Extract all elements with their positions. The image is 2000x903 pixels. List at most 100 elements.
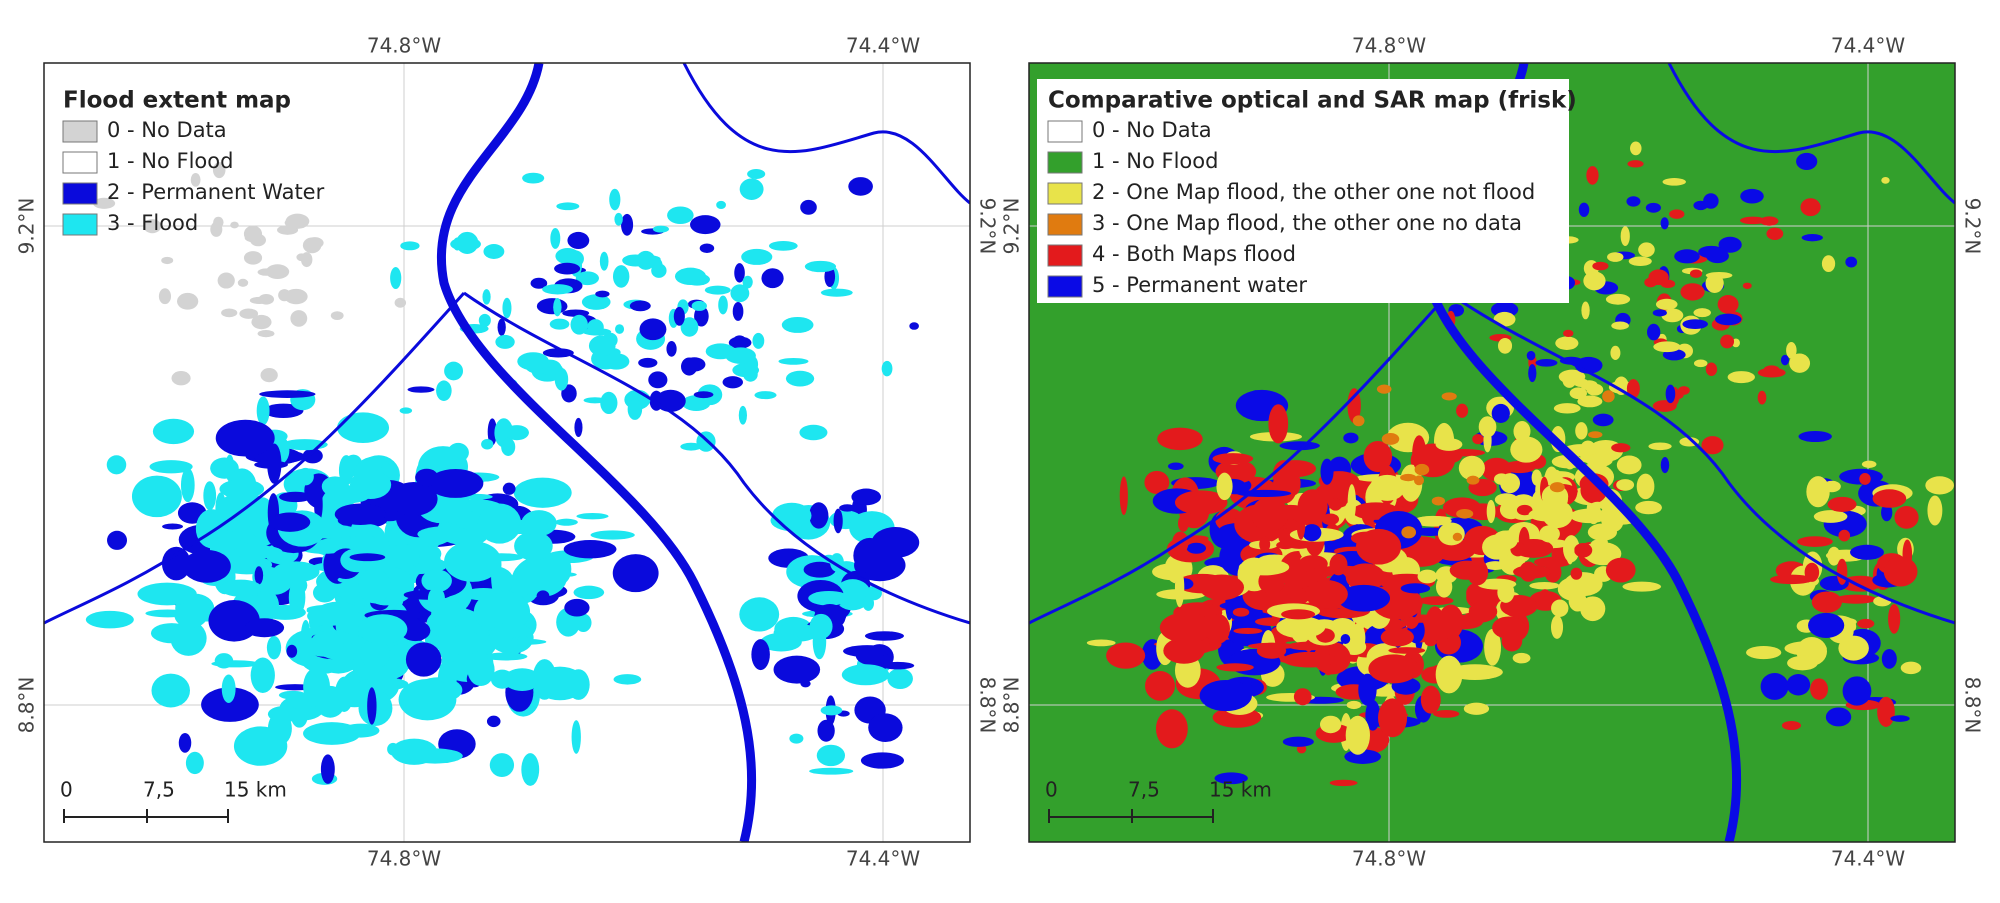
- flood-patch: [804, 260, 837, 273]
- scale-bar-label: 0: [1045, 778, 1058, 802]
- x-coordinate-label: 74.8°W: [367, 34, 442, 58]
- flood-patch: [1529, 581, 1560, 590]
- flood-patch: [1742, 282, 1752, 289]
- flood-patch: [483, 553, 502, 577]
- flood-patch: [1881, 648, 1897, 669]
- flood-patch: [887, 668, 913, 690]
- flood-patch: [563, 539, 617, 559]
- scale-bar-label: 7,5: [143, 778, 175, 802]
- flood-patch: [1861, 460, 1877, 468]
- flood-patch: [286, 644, 298, 658]
- flood-patch: [1418, 596, 1454, 606]
- flood-patch: [249, 296, 270, 305]
- flood-patch: [1399, 464, 1423, 502]
- flood-patch: [1605, 557, 1636, 583]
- flood-patch: [549, 318, 570, 330]
- flood-patch: [1797, 536, 1833, 547]
- flood-patch: [1302, 524, 1322, 542]
- flood-patch: [613, 674, 642, 685]
- flood-patch: [554, 518, 578, 526]
- flood-patch: [868, 713, 903, 742]
- flood-patch: [1106, 642, 1146, 669]
- flood-patch: [1376, 384, 1392, 394]
- flood-patch: [667, 206, 694, 225]
- flood-patch: [817, 719, 835, 742]
- flood-patch: [219, 579, 262, 597]
- flood-patch: [1086, 639, 1116, 647]
- flood-patch: [881, 360, 893, 377]
- flood-patch: [215, 419, 275, 457]
- flood-patch: [682, 395, 711, 411]
- x-coordinate-label: 74.8°W: [367, 847, 442, 871]
- flood-patch: [516, 635, 530, 650]
- flood-patch: [513, 477, 572, 508]
- x-coordinate-label: 74.4°W: [1831, 847, 1906, 871]
- flood-patch: [1355, 528, 1402, 565]
- flood-patch: [1259, 536, 1271, 553]
- flood-patch: [267, 443, 282, 484]
- flood-patch: [614, 212, 623, 226]
- flood-patch: [1620, 226, 1630, 246]
- flood-patch: [742, 275, 753, 289]
- flood-patch: [738, 405, 747, 425]
- flood-patch: [1214, 772, 1248, 785]
- flood-patch: [1345, 563, 1385, 592]
- flood-patch: [1569, 387, 1587, 400]
- flood-patch: [1580, 596, 1606, 622]
- flood-patch: [1251, 496, 1289, 532]
- river: [436, 63, 757, 842]
- flood-patch: [489, 753, 515, 778]
- scale-bar-label: 15 km: [1209, 778, 1272, 802]
- flood-patch: [1669, 209, 1685, 219]
- flood-patch: [303, 722, 361, 745]
- legend-swatch: [1047, 120, 1083, 143]
- flood-patch: [1233, 627, 1263, 635]
- flood-patch: [1787, 655, 1818, 671]
- flood-patch: [691, 300, 707, 311]
- flood-patch: [325, 484, 359, 507]
- flood-patch: [1740, 188, 1764, 204]
- flood-patch: [481, 439, 494, 450]
- flood-patch: [1635, 500, 1662, 515]
- flood-patch: [348, 535, 379, 551]
- flood-patch: [483, 244, 505, 259]
- legend-label: 0 - No Data: [107, 118, 227, 142]
- flood-patch: [1616, 455, 1642, 475]
- flood-patch: [571, 720, 581, 754]
- flood-patch: [590, 530, 635, 540]
- legend-label: 2 - One Map flood, the other one not flo…: [1092, 180, 1535, 204]
- flood-patch: [1590, 501, 1605, 509]
- flood-patch: [394, 297, 407, 308]
- flood-patch: [1888, 603, 1901, 634]
- flood-patch: [1163, 637, 1205, 664]
- flood-patch: [1662, 178, 1686, 186]
- flood-patch: [400, 241, 420, 251]
- legend: Flood extent map 0 - No Data 1 - No Flood 2…: [62, 88, 325, 236]
- flood-patch: [674, 267, 707, 286]
- flood-patch: [1347, 484, 1356, 522]
- flood-patch: [415, 468, 439, 487]
- flood-patch: [1652, 309, 1667, 317]
- flood-patch: [1801, 234, 1823, 242]
- flood-patch: [1575, 422, 1588, 440]
- flood-patch: [269, 512, 311, 532]
- flood-patch: [1780, 354, 1790, 366]
- flood-patch: [237, 278, 249, 287]
- flood-patch: [1119, 476, 1128, 516]
- flood-patch: [1345, 715, 1370, 755]
- flood-patch: [1144, 470, 1170, 495]
- flood-patch: [367, 687, 377, 725]
- flood-patch: [1565, 537, 1575, 565]
- flood-patch: [1573, 448, 1596, 456]
- flood-patch: [1586, 509, 1599, 521]
- flood-patch: [536, 298, 568, 315]
- flood-patch: [1872, 489, 1907, 508]
- flood-patch: [279, 491, 312, 503]
- flood-patch: [444, 361, 464, 381]
- flood-patch: [407, 748, 463, 764]
- river: [1448, 291, 1955, 625]
- flood-patch: [1343, 432, 1359, 444]
- y-coordinate-label: 8.8°N: [976, 677, 1000, 734]
- flood-patch: [690, 215, 721, 235]
